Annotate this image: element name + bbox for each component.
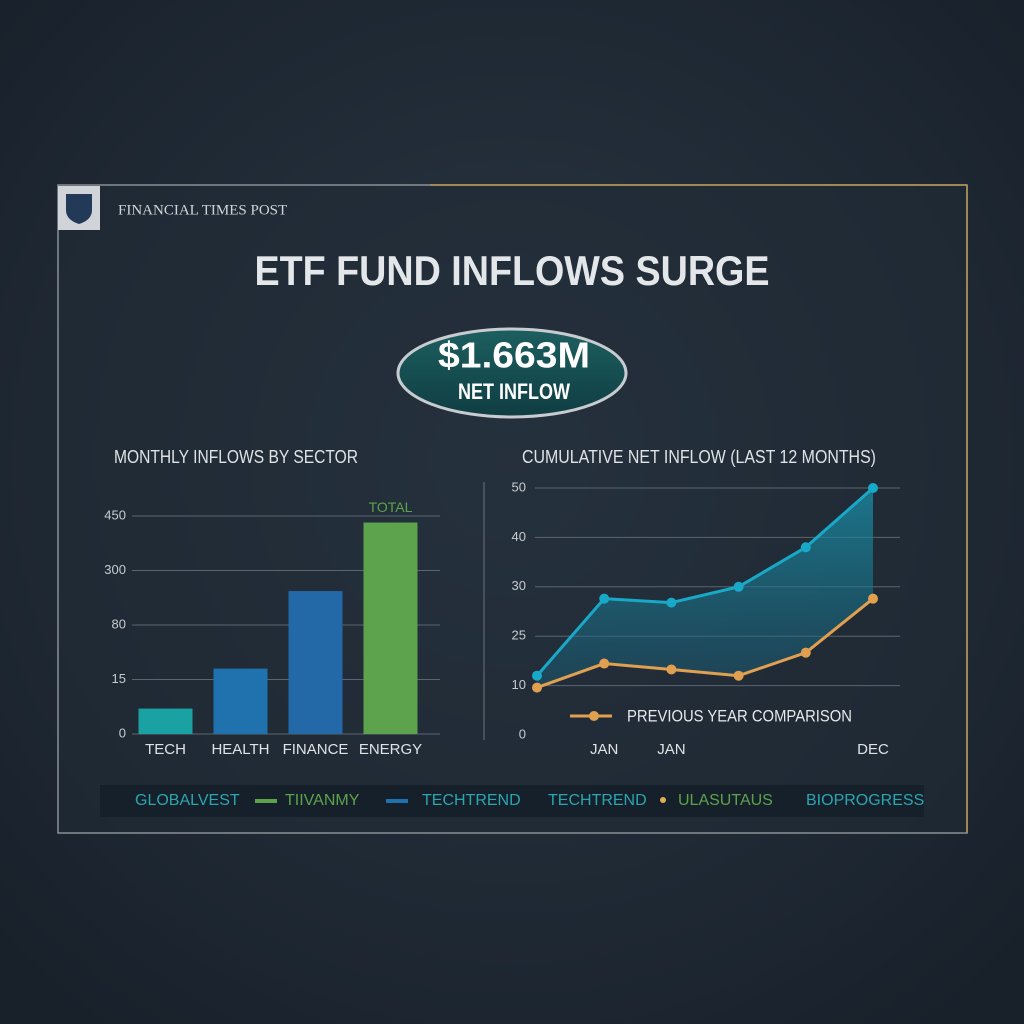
- y-tick-label: 10: [512, 677, 526, 692]
- x-tick-label: HEALTH: [211, 741, 269, 758]
- point: [868, 593, 878, 604]
- badge-value: $1.663M: [438, 335, 590, 376]
- point: [532, 670, 542, 681]
- legend-item: BIOPROGRESS: [806, 792, 924, 809]
- badge-label: NET INFLOW: [458, 379, 570, 404]
- legend-label: PREVIOUS YEAR COMPARISON: [627, 706, 852, 725]
- bar: [138, 708, 193, 734]
- legend-swatch: [589, 711, 599, 721]
- bar: [363, 522, 418, 734]
- y-tick-label: 25: [512, 628, 526, 643]
- y-tick-label: 80: [112, 616, 126, 631]
- logo-shield: [66, 194, 92, 224]
- x-tick-label: TECH: [145, 741, 186, 758]
- y-tick-label: 50: [512, 479, 526, 494]
- headline: ETF FUND INFLOWS SURGE: [255, 247, 770, 294]
- badge: [396, 327, 628, 419]
- x-tick-label: JAN: [657, 741, 685, 758]
- point: [800, 542, 811, 553]
- point: [532, 682, 542, 693]
- point: [599, 593, 610, 604]
- point: [733, 670, 744, 681]
- legend-item: ULASUTAUS: [678, 792, 773, 809]
- publisher: FINANCIAL TIMES POST: [118, 202, 287, 218]
- point: [666, 597, 677, 608]
- legend-item: TECHTREND: [548, 792, 647, 809]
- chart-title: MONTHLY INFLOWS BY SECTOR: [114, 447, 358, 467]
- y-tick-label: 450: [104, 507, 126, 522]
- point: [733, 581, 744, 592]
- bar: [213, 668, 268, 734]
- y-tick-label: 300: [104, 562, 126, 577]
- chart-title: CUMULATIVE NET INFLOW (LAST 12 MONTHS): [522, 447, 876, 467]
- x-tick-label: FINANCE: [283, 741, 349, 758]
- point: [868, 483, 878, 493]
- legend-strip: [100, 785, 924, 817]
- bar: [288, 591, 343, 734]
- y-tick-label: 0: [519, 726, 526, 741]
- x-tick-label: DEC: [857, 741, 889, 758]
- legend-marker: [660, 797, 666, 803]
- area: [537, 488, 873, 688]
- legend-item: GLOBALVEST: [135, 792, 240, 809]
- x-tick-label: ENERGY: [359, 741, 422, 758]
- y-tick-label: 40: [512, 529, 526, 544]
- y-tick-label: 30: [512, 578, 526, 593]
- point: [599, 658, 610, 669]
- annotation: TOTAL: [369, 499, 413, 515]
- point: [800, 647, 811, 658]
- panel: [57, 184, 968, 834]
- y-tick-label: 15: [112, 671, 126, 686]
- point: [666, 664, 677, 675]
- legend-item: TECHTREND: [422, 792, 521, 809]
- line: [536, 597, 874, 689]
- legend-item: TIIVANMY: [285, 792, 360, 809]
- y-tick-label: 0: [119, 725, 126, 740]
- x-tick-label: JAN: [590, 741, 618, 758]
- line: [535, 486, 874, 677]
